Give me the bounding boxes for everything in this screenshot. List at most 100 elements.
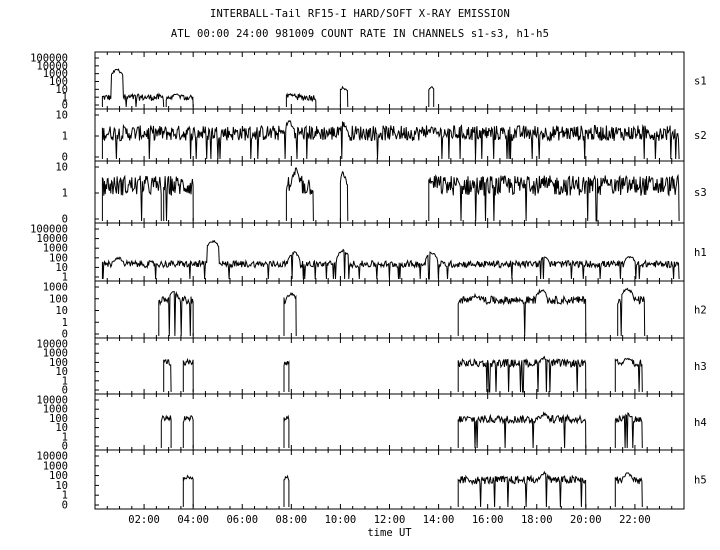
- x-tick-label: 02:00: [128, 514, 160, 526]
- y-tick-label: 10000: [36, 339, 68, 351]
- series-h4-segment: [160, 414, 172, 448]
- y-tick-label: 1: [62, 375, 68, 387]
- x-tick-label: 06:00: [226, 514, 258, 526]
- series-h2-segment: [158, 290, 194, 337]
- y-tick-label: 1: [62, 317, 68, 329]
- y-tick-label: 1: [62, 490, 68, 502]
- series-s2-segment: [101, 119, 680, 160]
- x-tick-label: 10:00: [325, 514, 357, 526]
- y-tick-label: 1000: [43, 460, 68, 472]
- y-tick-label: 100: [49, 413, 68, 425]
- y-tick-label: 0: [62, 152, 68, 164]
- series-h3-segment: [182, 357, 194, 393]
- y-tick-label: 0: [62, 500, 68, 512]
- channel-label-h2: h2: [694, 305, 707, 317]
- y-tick-label: 100: [49, 357, 68, 369]
- y-tick-label: 10000: [36, 60, 68, 72]
- channel-label-s2: s2: [694, 130, 707, 142]
- y-tick-label: 10000: [36, 395, 68, 407]
- x-tick-label: 12:00: [374, 514, 406, 526]
- y-tick-label: 1: [62, 92, 68, 104]
- y-tick-label: 100: [49, 470, 68, 482]
- y-tick-label: 0: [62, 441, 68, 453]
- series-h4-segment: [457, 411, 587, 449]
- panel-frame-s1: [94, 51, 685, 110]
- chart-title: INTERBALL-Tail RF15-I HARD/SOFT X-RAY EM…: [210, 8, 510, 20]
- y-tick-label: 10: [55, 366, 68, 378]
- series-h5-segment: [182, 474, 194, 508]
- y-tick-label: 100000: [30, 53, 68, 65]
- chart-subtitle: ATL 00:00 24:00 981009 COUNT RATE IN CHA…: [170, 28, 550, 40]
- series-h3-segment: [614, 357, 643, 393]
- x-tick-label: 08:00: [276, 514, 308, 526]
- series-h4-segment: [283, 414, 290, 448]
- channel-label-h5: h5: [694, 475, 707, 487]
- x-tick-label: 22:00: [619, 514, 651, 526]
- y-tick-label: 100: [49, 252, 68, 264]
- y-tick-label: 10: [55, 162, 68, 174]
- series-s1-segment: [101, 68, 165, 108]
- y-tick-label: 100000: [30, 224, 68, 236]
- y-tick-label: 0: [62, 385, 68, 397]
- y-tick-label: 10000: [36, 451, 68, 463]
- y-tick-label: 0: [62, 100, 68, 112]
- y-tick-label: 10: [55, 84, 68, 96]
- y-tick-label: 10: [55, 262, 68, 274]
- series-s3-segment: [163, 176, 194, 222]
- series-s3-segment: [285, 167, 314, 222]
- series-h3-segment: [457, 355, 587, 393]
- y-tick-label: 10: [55, 480, 68, 492]
- y-tick-label: 1: [62, 431, 68, 443]
- y-tick-label: 0: [62, 214, 68, 226]
- series-s3-segment: [428, 173, 680, 222]
- y-tick-label: 1: [62, 272, 68, 284]
- series-h2-segment: [617, 287, 646, 337]
- y-tick-label: 10: [55, 422, 68, 434]
- x-axis-label: time UT: [367, 527, 412, 539]
- x-tick-label: 16:00: [472, 514, 504, 526]
- y-tick-label: 1000: [43, 348, 68, 360]
- y-tick-label: 1000: [43, 404, 68, 416]
- y-tick-label: 1: [62, 131, 68, 143]
- y-tick-label: 1000: [43, 68, 68, 80]
- series-s1-segment: [285, 92, 317, 108]
- channel-label-h1: h1: [694, 247, 707, 259]
- series-h5-segment: [457, 470, 587, 508]
- y-tick-label: 1: [62, 188, 68, 200]
- series-h4-segment: [182, 415, 194, 449]
- y-tick-label: 10000: [36, 233, 68, 245]
- channel-label-s1: s1: [694, 76, 707, 88]
- x-tick-label: 14:00: [423, 514, 455, 526]
- series-h5-segment: [283, 474, 290, 507]
- y-tick-label: 10: [55, 110, 68, 122]
- x-tick-label: 04:00: [177, 514, 209, 526]
- series-h1-segment: [101, 239, 680, 280]
- series-h4-segment: [614, 412, 643, 449]
- y-tick-label: 0: [62, 329, 68, 341]
- channel-label-s3: s3: [694, 187, 707, 199]
- y-tick-label: 1000: [43, 282, 68, 294]
- channel-label-h3: h3: [694, 361, 707, 373]
- series-h3-segment: [163, 359, 172, 393]
- panel-frame-h2: [94, 280, 685, 339]
- y-tick-label: 100: [49, 76, 68, 88]
- series-h2-segment: [457, 288, 587, 337]
- y-tick-label: 10: [55, 305, 68, 317]
- series-s3-segment: [101, 174, 162, 222]
- series-h5-segment: [614, 472, 643, 508]
- y-tick-label: 1000: [43, 243, 68, 255]
- x-tick-label: 20:00: [570, 514, 602, 526]
- series-s1-segment: [165, 93, 194, 108]
- channel-label-h4: h4: [694, 417, 707, 429]
- series-s1-segment: [428, 86, 435, 107]
- x-tick-label: 18:00: [521, 514, 553, 526]
